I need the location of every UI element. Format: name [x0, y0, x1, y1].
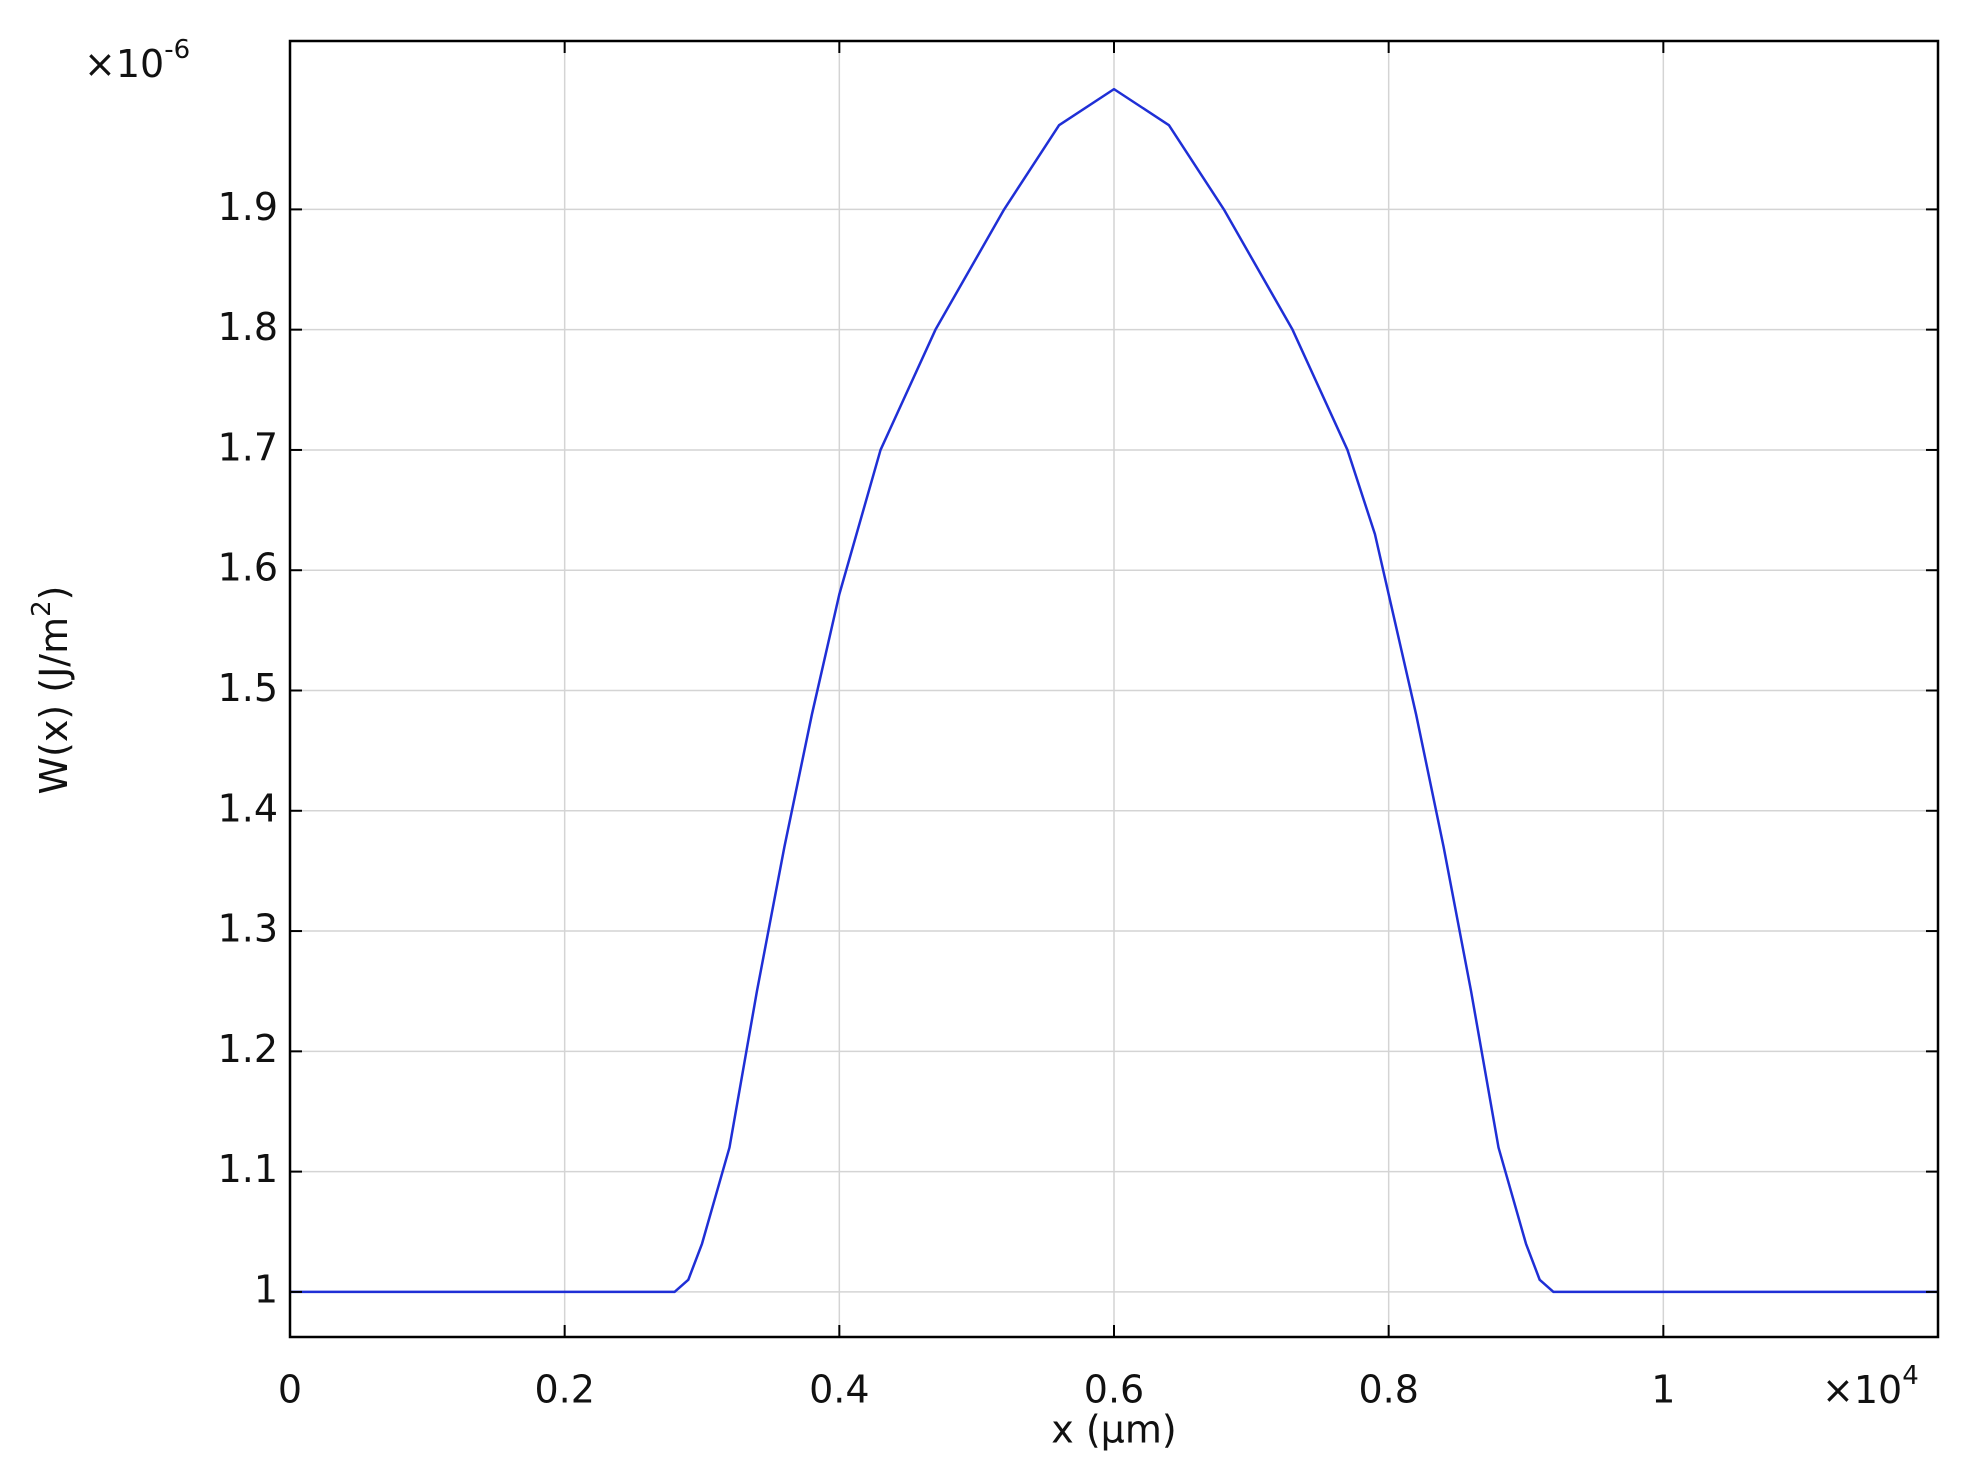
y-tick-label: 1.4 — [218, 786, 278, 830]
x-tick-label: 0.2 — [534, 1368, 594, 1412]
x-multiplier-exponent: 4 — [1902, 1361, 1919, 1391]
x-tick-label: 0.4 — [809, 1368, 869, 1412]
x-tick-label: 1 — [1651, 1368, 1675, 1412]
y-multiplier: ×10-6 — [84, 35, 190, 86]
x-multiplier-base: ×10 — [1822, 1368, 1902, 1412]
y-tick-label: 1 — [254, 1267, 278, 1311]
data-line — [290, 87, 1938, 1294]
y-tick-label: 1.3 — [218, 907, 278, 951]
x-axis-title: x (µm) — [1051, 1408, 1176, 1452]
x-tick-label: 0 — [278, 1368, 302, 1412]
y-tick-label: 1.6 — [218, 546, 278, 590]
y-axis-title: W(x) (J/m2) — [27, 585, 76, 794]
y-tick-label: 1.8 — [218, 305, 278, 349]
plot — [290, 87, 1938, 1294]
x-tick-label: 0.8 — [1358, 1368, 1418, 1412]
y-tick-label: 1.9 — [218, 185, 278, 229]
y-axis-title-end: ) — [32, 585, 76, 600]
y-tick-label: 1.2 — [218, 1027, 278, 1071]
y-tick-label: 1.7 — [218, 425, 278, 469]
y-axis-title-text: W(x) (J/m — [32, 617, 76, 795]
y-tick-label: 1.5 — [218, 666, 278, 710]
y-axis-title-superscript: 2 — [27, 600, 57, 617]
x-tick-label: 0.6 — [1084, 1368, 1144, 1412]
y-tick-label: 1.1 — [218, 1147, 278, 1191]
y-multiplier-base: ×10 — [84, 42, 164, 86]
x-multiplier: ×104 — [1822, 1361, 1919, 1412]
y-multiplier-exponent: -6 — [164, 35, 190, 65]
